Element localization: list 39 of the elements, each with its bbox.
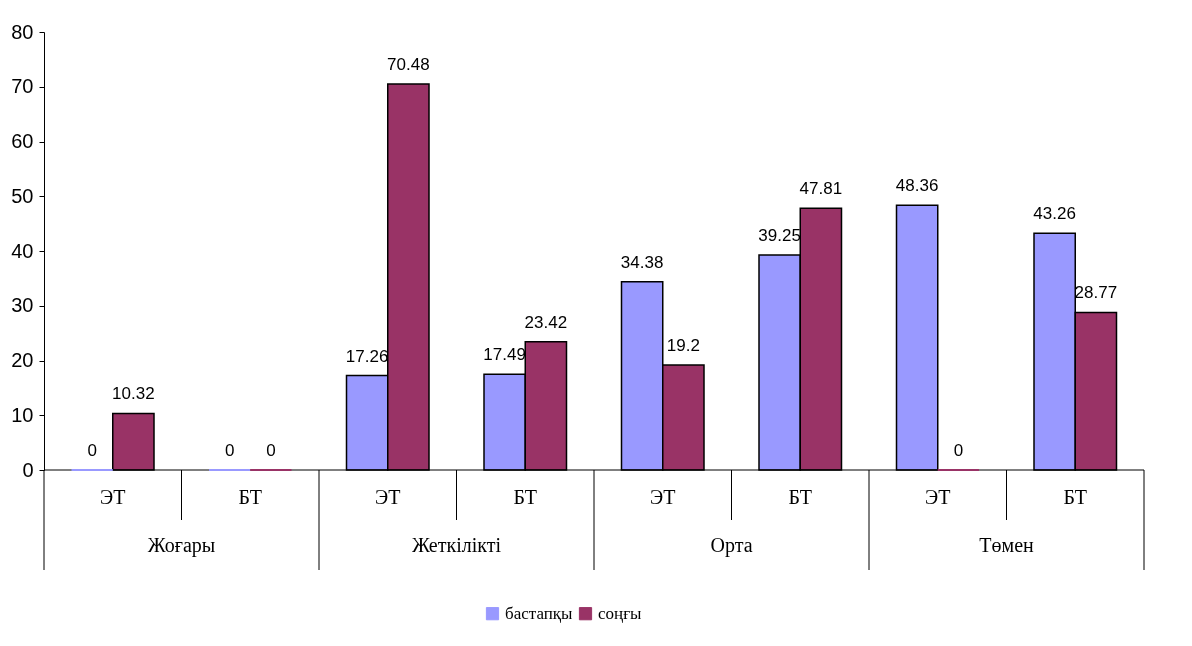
data-label: 47.81 [799, 179, 843, 199]
x-tick-label: ЭТ [100, 486, 126, 508]
text: Жеткілікті [411, 534, 502, 556]
y-tick-label: 70 [11, 75, 34, 98]
data-label: 43.26 [1033, 204, 1076, 224]
data-label: 0 [87, 441, 97, 460]
data-label: 0 [266, 441, 276, 460]
data-label: 48.36 [895, 176, 939, 196]
text: Төмен [979, 534, 1035, 556]
y-tick-label: 20 [11, 349, 34, 371]
data-label: 17.26 [345, 346, 389, 366]
text: Жоғары [147, 534, 216, 557]
data-label: 23.42 [524, 312, 568, 332]
data-label: 0 [953, 441, 964, 460]
legend-label: бастапқы [505, 603, 574, 623]
y-tick-label: 30 [11, 294, 34, 317]
legend-label: соңғы [598, 603, 643, 623]
data-label: 28.77 [1074, 283, 1118, 303]
y-tick-label: 80 [11, 20, 34, 43]
x-tick-label: ЭТ [650, 486, 676, 508]
text: Орта [710, 534, 753, 557]
y-tick-label: 0 [22, 458, 34, 481]
x-tick-label: БТ [513, 486, 537, 508]
data-label: 19.2 [666, 335, 700, 355]
y-tick-label: 50 [11, 184, 34, 207]
y-tick-label: 60 [11, 130, 34, 152]
x-tick-label: БТ [788, 486, 812, 508]
x-tick-label: ЭТ [925, 486, 951, 508]
y-tick-label: 10 [11, 403, 34, 426]
data-label: 0 [224, 441, 235, 460]
data-label: 10.32 [112, 384, 155, 404]
data-label: 34.38 [620, 252, 664, 272]
data-label: 17.49 [483, 345, 526, 365]
x-tick-label: ЭТ [375, 486, 401, 508]
data-label: 39.25 [758, 226, 801, 246]
x-tick-label: БТ [1063, 486, 1087, 508]
x-tick-label: БТ [238, 486, 262, 508]
y-tick-label: 40 [11, 239, 34, 262]
data-label: 70.48 [387, 55, 430, 75]
